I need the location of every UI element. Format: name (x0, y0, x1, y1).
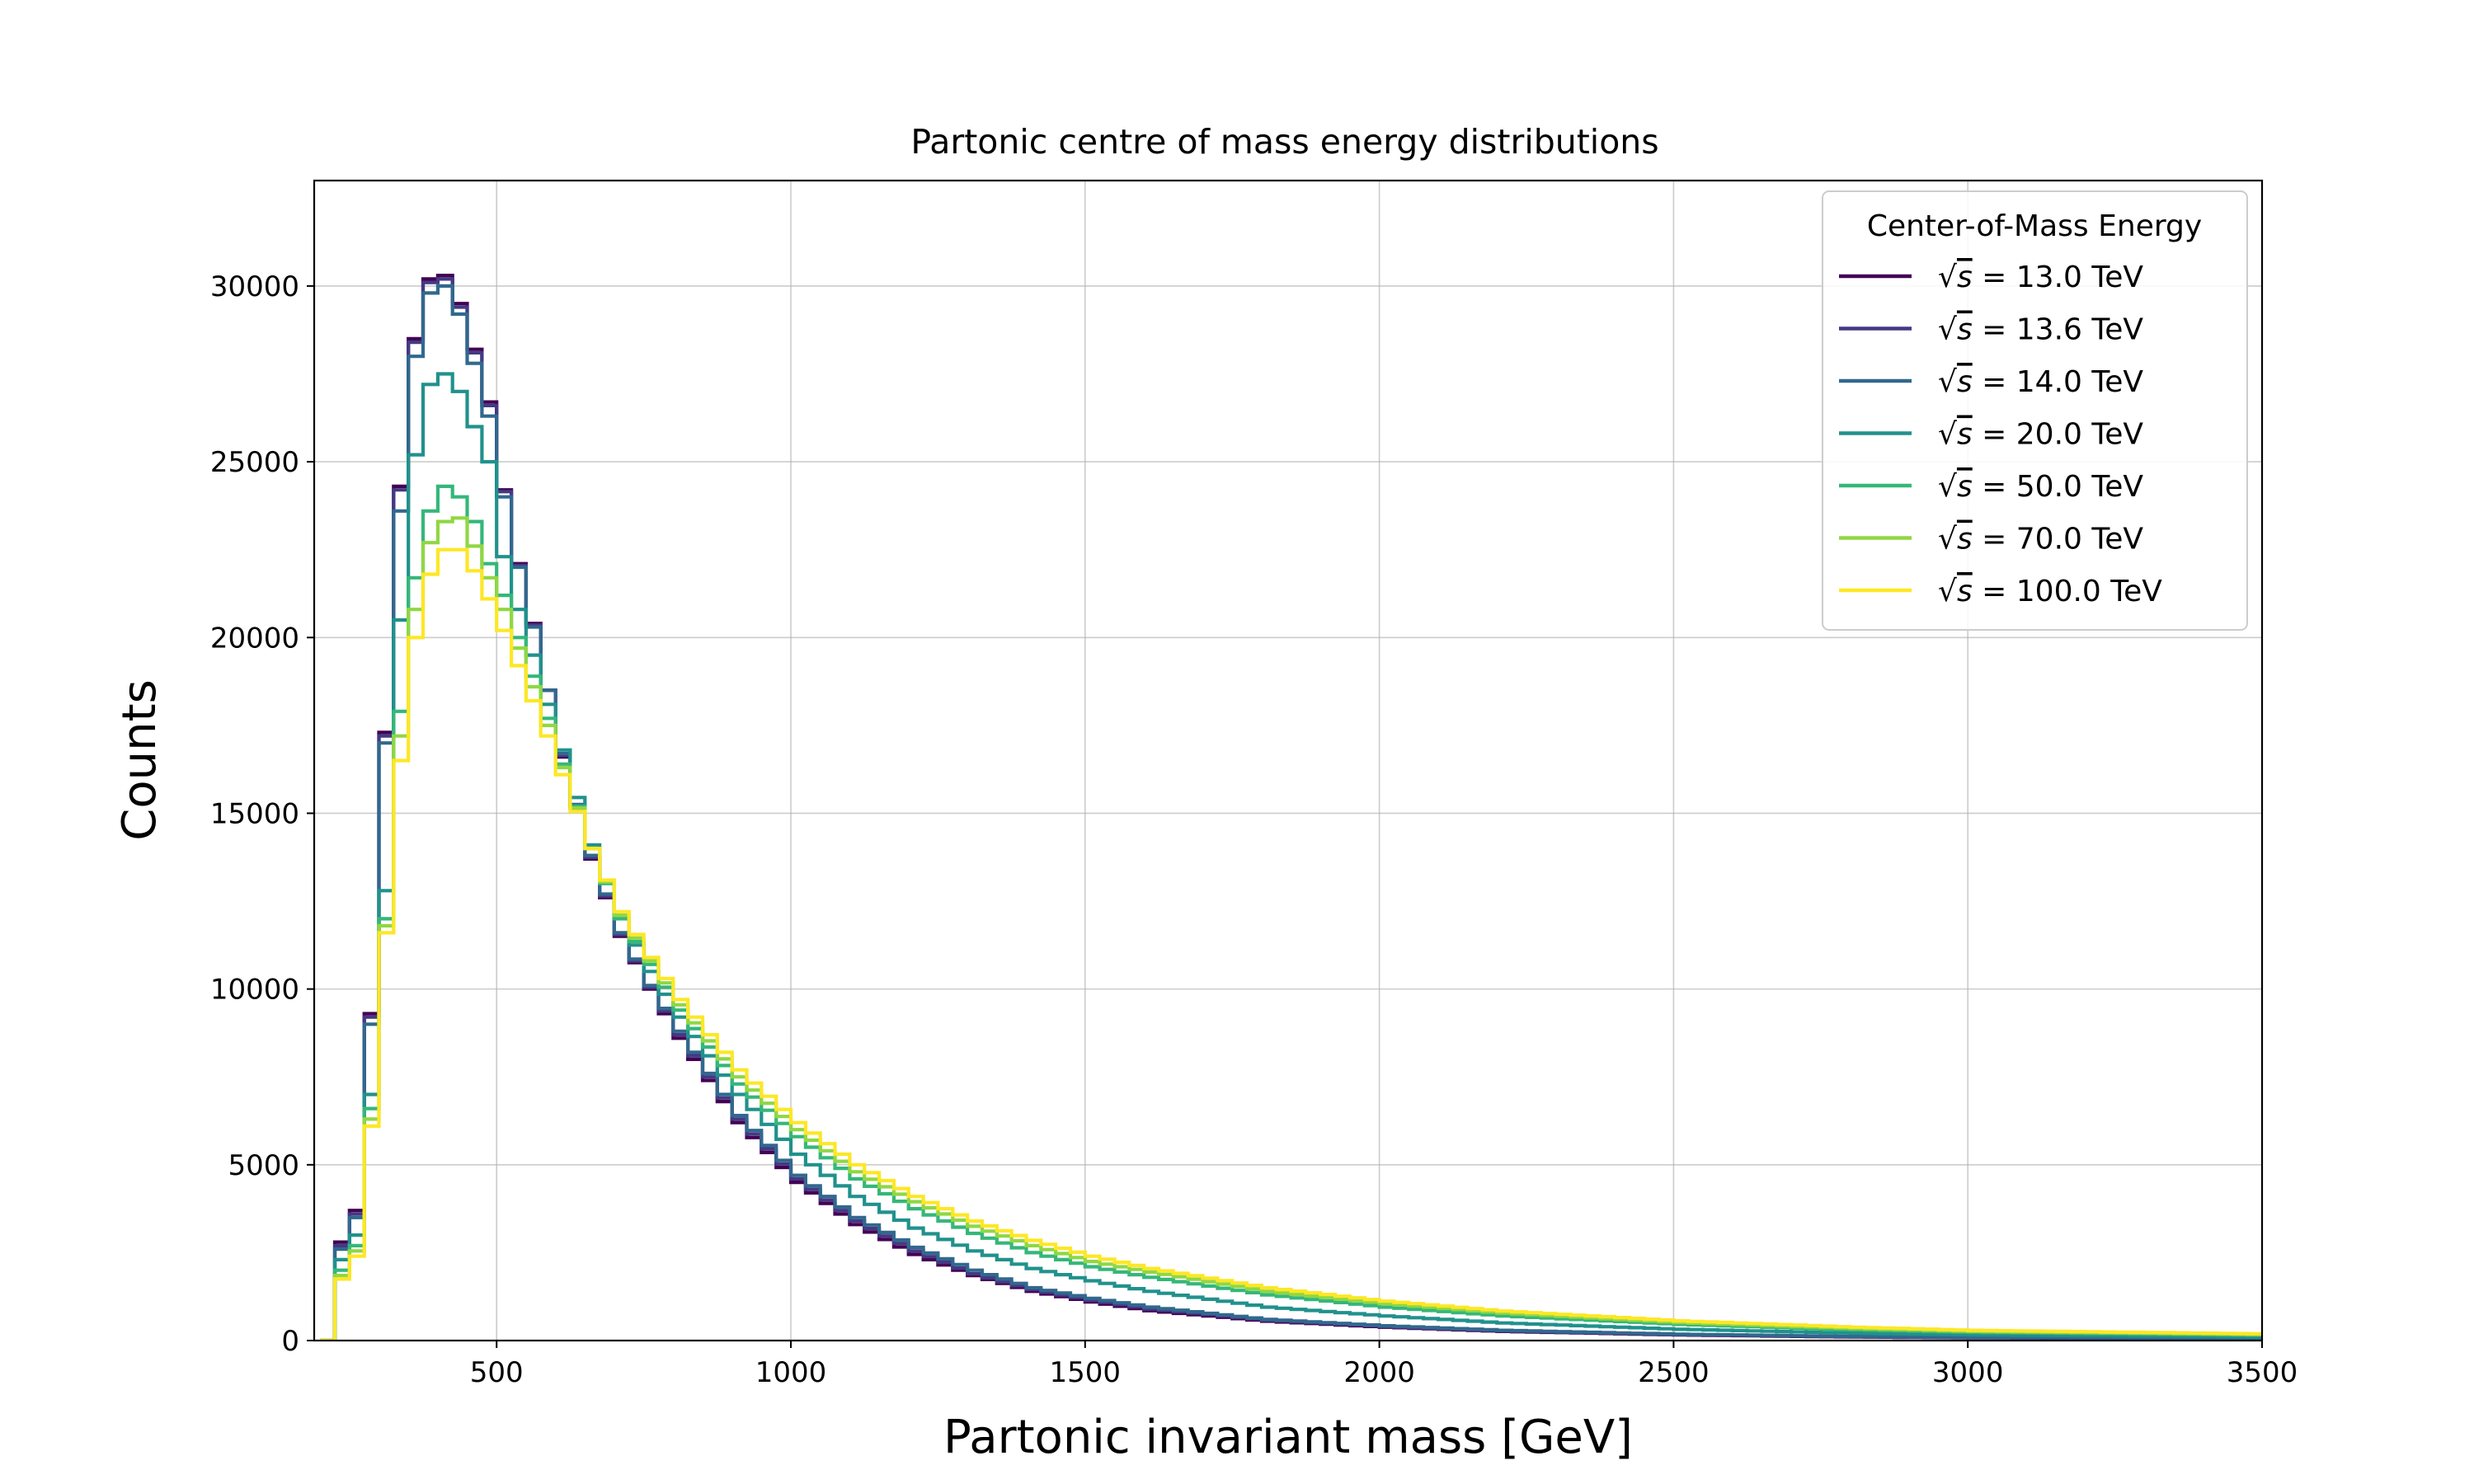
legend-entry-label: √s = 13.0 TeV (1938, 261, 2143, 294)
x-tick-label: 2000 (1343, 1356, 1415, 1389)
x-tick-label: 1500 (1050, 1356, 1122, 1389)
x-tick-label: 1000 (755, 1356, 827, 1389)
legend-entry-label: √s = 20.0 TeV (1938, 418, 2143, 452)
legend-entry-label: √s = 13.6 TeV (1938, 313, 2143, 347)
x-axis-label: Partonic invariant mass [GeV] (943, 1411, 1633, 1464)
series-line-14tev (320, 284, 2262, 1341)
series-line-100tev (320, 547, 2262, 1341)
legend-box (1822, 190, 2248, 631)
y-tick-label: 30000 (210, 270, 299, 303)
legend-entry-label: √s = 70.0 TeV (1938, 523, 2143, 556)
legend-entry-label: √s = 50.0 TeV (1938, 470, 2143, 504)
plot-frame (313, 179, 2264, 1342)
legend-entry-label: √s = 100.0 TeV (1938, 575, 2162, 608)
y-tick-label: 15000 (210, 797, 299, 830)
x-tick-label: 3500 (2227, 1356, 2298, 1389)
legend-entries: √s = 13.0 TeV √s = 13.6 TeV √s = 14.0 TeV √… (1839, 261, 2162, 608)
y-tick-label: 5000 (228, 1149, 299, 1182)
x-tick-label: 3000 (1932, 1356, 2004, 1389)
legend: Center-of-Mass Energy √s = 13.0 TeV√s = … (1822, 190, 2248, 631)
chart-title: Partonic centre of mass energy distribut… (910, 122, 1658, 162)
y-axis-label: Counts (113, 679, 167, 840)
y-tick-label: 0 (281, 1325, 299, 1358)
legend-entry-label: √s = 14.0 TeV (1938, 365, 2143, 399)
series-line-20tev (320, 372, 2262, 1341)
y-axis: 0 5000 10000 15000 20000 25000 30000 (210, 270, 314, 1358)
x-tick-label: 500 (470, 1356, 524, 1389)
x-axis: 500 1000 1500 2000 2500 3000 3500 (470, 1341, 2298, 1389)
x-tick-label: 2500 (1638, 1356, 1710, 1389)
y-tick-label: 10000 (210, 974, 299, 1007)
legend-title: Center-of-Mass Energy (1867, 209, 2202, 243)
series-layer (320, 274, 2262, 1341)
y-tick-label: 20000 (210, 622, 299, 655)
y-tick-label: 25000 (210, 446, 299, 479)
